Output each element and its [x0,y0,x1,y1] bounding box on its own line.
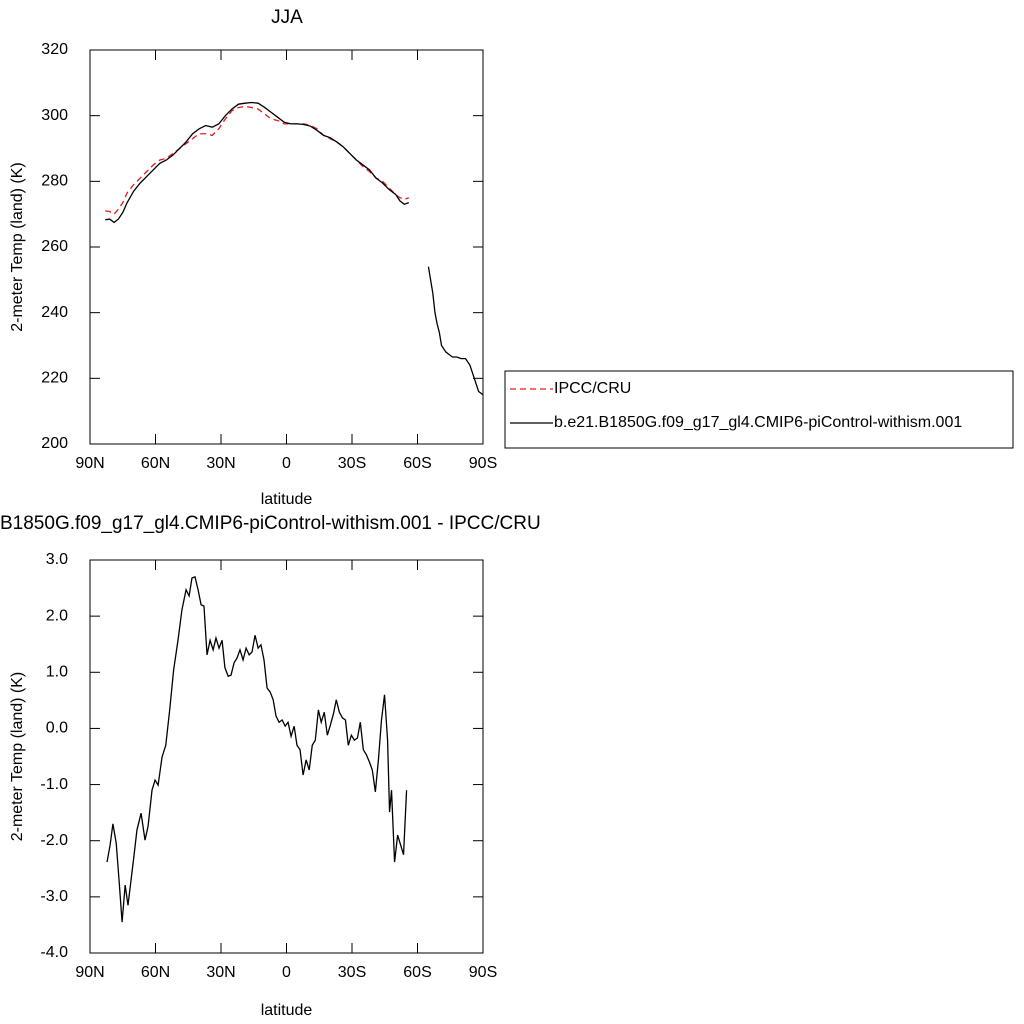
x-tick-label: 0 [282,455,291,472]
x-axis-label: latitude [261,491,313,508]
x-tick-label: 90N [75,964,104,981]
y-tick-label: 300 [41,107,68,124]
y-tick-label: 240 [41,304,68,321]
x-tick-label: 90N [75,455,104,472]
data-line [106,575,408,923]
x-tick-label: 30S [338,455,366,472]
y-tick-label: 3.0 [46,551,68,568]
data-line [105,105,409,216]
y-tick-label: 1.0 [46,664,68,681]
x-tick-label: 30N [206,455,235,472]
chart-title: B1850G.f09_g17_gl4.CMIP6-piControl-withi… [0,513,541,534]
y-tick-label: 200 [41,435,68,452]
y-tick-label: 260 [41,238,68,255]
plot-frame [89,559,484,954]
data-line [105,101,484,396]
legend-label: b.e21.B1850G.f09_g17_gl4.CMIP6-piControl… [554,414,962,431]
x-tick-label: 30S [338,964,366,981]
y-tick-label: 280 [41,173,68,190]
x-tick-label: 60N [141,455,170,472]
x-tick-label: 30N [206,964,235,981]
plot-frame [89,49,484,445]
x-tick-label: 0 [282,964,291,981]
y-tick-label: -1.0 [40,776,68,793]
legend-label: IPCC/CRU [554,380,631,397]
y-axis-label: 2-meter Temp (land) (K) [9,162,26,332]
x-tick-label: 60S [403,455,431,472]
chart-title: JJA [271,7,303,28]
y-tick-label: -4.0 [40,944,68,961]
x-tick-label: 90S [469,964,497,981]
y-tick-label: 220 [41,370,68,387]
y-tick-label: 0.0 [46,720,68,737]
x-tick-label: 60S [403,964,431,981]
x-axis-label: latitude [261,1002,313,1019]
y-tick-label: 2.0 [46,607,68,624]
y-tick-label: -2.0 [40,832,68,849]
x-tick-label: 60N [141,964,170,981]
y-tick-label: -3.0 [40,888,68,905]
y-tick-label: 320 [41,41,68,58]
legend-frame [504,370,1014,449]
x-tick-label: 90S [469,455,497,472]
y-axis-label: 2-meter Temp (land) (K) [9,672,26,842]
